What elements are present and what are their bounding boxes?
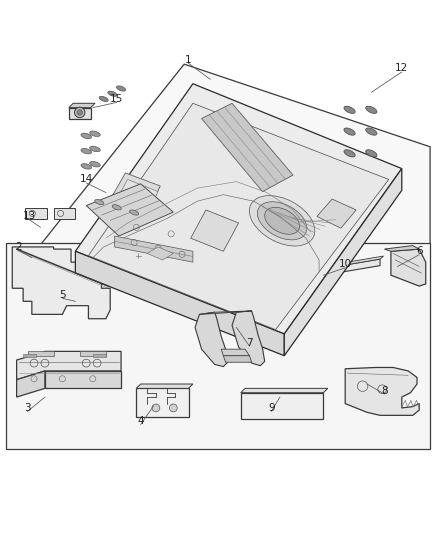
Ellipse shape — [117, 86, 126, 91]
Ellipse shape — [344, 106, 355, 114]
Polygon shape — [199, 311, 252, 314]
Text: 7: 7 — [246, 338, 253, 348]
Polygon shape — [23, 353, 36, 357]
Polygon shape — [391, 249, 426, 286]
Ellipse shape — [265, 207, 300, 234]
Text: 10: 10 — [339, 260, 352, 269]
Ellipse shape — [112, 205, 121, 210]
Ellipse shape — [90, 146, 100, 152]
Polygon shape — [241, 393, 323, 419]
Ellipse shape — [81, 164, 92, 169]
Ellipse shape — [258, 202, 307, 240]
Polygon shape — [201, 103, 293, 192]
Ellipse shape — [366, 106, 377, 114]
Ellipse shape — [344, 128, 355, 135]
Text: 9: 9 — [268, 403, 275, 413]
Text: 15: 15 — [110, 94, 124, 104]
Polygon shape — [223, 356, 252, 362]
Polygon shape — [136, 389, 188, 417]
Polygon shape — [108, 173, 160, 219]
Ellipse shape — [81, 149, 92, 154]
Polygon shape — [32, 64, 430, 345]
Circle shape — [77, 110, 82, 115]
Polygon shape — [311, 259, 380, 277]
Ellipse shape — [366, 150, 377, 157]
Polygon shape — [28, 351, 53, 356]
Polygon shape — [25, 208, 47, 219]
Text: 3: 3 — [24, 403, 31, 413]
Circle shape — [74, 107, 85, 118]
Polygon shape — [113, 180, 158, 221]
Polygon shape — [221, 349, 250, 356]
Ellipse shape — [81, 133, 92, 139]
Ellipse shape — [249, 196, 315, 246]
Ellipse shape — [108, 91, 117, 96]
Polygon shape — [53, 208, 75, 219]
Polygon shape — [311, 256, 384, 271]
Ellipse shape — [152, 404, 160, 412]
Ellipse shape — [95, 199, 104, 205]
Polygon shape — [385, 246, 419, 251]
Polygon shape — [195, 312, 228, 367]
Text: 14: 14 — [80, 174, 93, 184]
Polygon shape — [12, 247, 110, 319]
Polygon shape — [317, 199, 356, 228]
Text: 2: 2 — [15, 242, 22, 252]
Polygon shape — [115, 236, 193, 262]
Ellipse shape — [99, 96, 108, 102]
Polygon shape — [6, 243, 430, 449]
Polygon shape — [136, 384, 193, 389]
Ellipse shape — [130, 210, 139, 215]
Polygon shape — [17, 351, 121, 379]
Polygon shape — [17, 371, 45, 397]
Polygon shape — [284, 168, 402, 356]
Polygon shape — [75, 84, 402, 334]
Polygon shape — [69, 103, 95, 108]
Text: 5: 5 — [59, 290, 66, 300]
Polygon shape — [75, 251, 284, 356]
Text: 8: 8 — [381, 385, 388, 395]
Polygon shape — [69, 108, 91, 118]
Ellipse shape — [344, 150, 355, 157]
Ellipse shape — [366, 128, 377, 135]
Polygon shape — [93, 353, 106, 357]
Polygon shape — [80, 351, 106, 356]
Polygon shape — [147, 247, 173, 260]
Text: 4: 4 — [138, 416, 144, 426]
Ellipse shape — [170, 404, 177, 412]
Text: 13: 13 — [23, 212, 36, 221]
Ellipse shape — [90, 131, 100, 136]
Polygon shape — [232, 311, 265, 366]
Ellipse shape — [90, 161, 100, 167]
Polygon shape — [88, 103, 389, 329]
Text: 12: 12 — [395, 63, 408, 74]
Polygon shape — [45, 371, 121, 389]
Polygon shape — [191, 210, 239, 251]
Text: 1: 1 — [185, 55, 192, 65]
Polygon shape — [241, 389, 328, 393]
Polygon shape — [345, 367, 419, 415]
Polygon shape — [86, 184, 173, 236]
Text: 6: 6 — [416, 246, 423, 256]
